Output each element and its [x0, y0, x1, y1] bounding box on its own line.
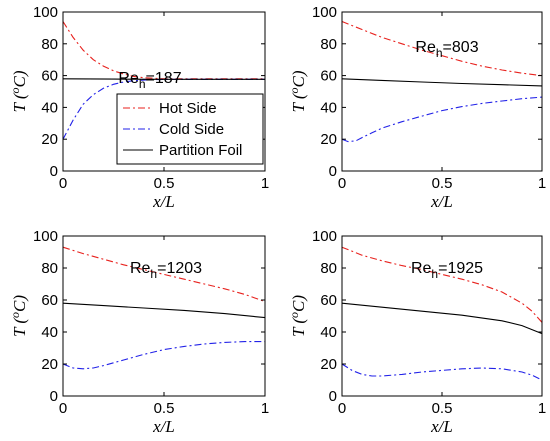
y-tick-label: 20: [320, 356, 337, 373]
legend: Hot Side Cold Side Partition Foil: [116, 93, 264, 165]
y-tick-label: 80: [320, 36, 337, 53]
y-axis-label: T (oC): [8, 70, 29, 112]
y-tick-label: 60: [41, 68, 58, 85]
series-line-hot-side: [62, 246, 266, 303]
y-tick-label: 60: [320, 68, 337, 85]
y-tick-label: 60: [320, 292, 337, 309]
x-tick-label: 0.5: [432, 175, 453, 192]
y-tick-label: 40: [41, 324, 58, 341]
reynolds-annotation: Reh=803: [415, 39, 478, 60]
chart-panel-4: 0 0.5 1 0 20 40 60 80 100 x/L T (oC) Reh=1925: [287, 228, 546, 436]
x-axis-label: x/L: [430, 417, 453, 436]
y-tick-label: 80: [320, 260, 337, 277]
chart-panel-3: 0 0.5 1 0 20 40 60 80 100 x/L T (oC) Reh=1203: [8, 228, 269, 436]
y-axis-label: T (oC): [287, 70, 308, 112]
legend-entry: Cold Side: [159, 121, 224, 138]
series-line-partition-foil: [62, 78, 265, 80]
y-tick-label: 80: [41, 36, 58, 53]
chart-panel-2: 0 0.5 1 0 20 40 60 80 100 x/L T (oC) Reh=803: [287, 4, 546, 211]
reynolds-annotation: Reh=187: [118, 70, 181, 91]
y-tick-label: 20: [41, 356, 58, 373]
plot-frame: [341, 11, 543, 172]
x-tick-label: 0.5: [154, 175, 175, 192]
legend-entry: Partition Foil: [159, 142, 242, 159]
x-tick-label: 1: [261, 175, 269, 192]
x-tick-label: 0: [338, 400, 346, 417]
reynolds-annotation: Reh=1203: [130, 260, 202, 281]
y-tick-label: 0: [50, 388, 58, 405]
x-tick-label: 0: [59, 175, 67, 192]
y-tick-label: 40: [320, 324, 337, 341]
x-tick-label: 1: [538, 175, 546, 192]
series-line-cold-side: [62, 341, 265, 370]
y-tick-label: 40: [320, 99, 337, 116]
y-axis-label: T (oC): [8, 295, 29, 337]
x-tick-label: 0: [59, 400, 67, 417]
legend-entry: Hot Side: [159, 100, 217, 117]
x-tick-label: 0.5: [432, 400, 453, 417]
x-axis-label: x/L: [152, 192, 175, 211]
series-line-hot-side: [341, 246, 543, 323]
y-tick-label: 100: [312, 4, 337, 21]
y-tick-label: 40: [41, 99, 58, 116]
series-line-partition-foil: [62, 302, 266, 319]
series-line-cold-side: [62, 78, 265, 140]
y-tick-label: 0: [329, 388, 337, 405]
y-tick-label: 0: [50, 163, 58, 180]
y-tick-label: 20: [320, 131, 337, 148]
x-tick-label: 1: [538, 400, 546, 417]
x-tick-label: 0.5: [154, 400, 175, 417]
reynolds-annotation: Reh=1925: [411, 260, 483, 281]
x-axis-label: x/L: [152, 417, 175, 436]
y-tick-label: 0: [329, 163, 337, 180]
y-tick-label: 20: [41, 131, 58, 148]
x-axis-label: x/L: [430, 192, 453, 211]
y-tick-label: 100: [33, 228, 58, 245]
y-tick-label: 80: [41, 260, 58, 277]
y-tick-label: 100: [33, 4, 58, 21]
series-line-cold-side: [341, 96, 543, 143]
series-line-cold-side: [341, 363, 543, 381]
series-line-hot-side: [341, 20, 543, 77]
series-line-partition-foil: [341, 302, 543, 335]
series-line-partition-foil: [341, 78, 543, 87]
x-tick-label: 0: [338, 175, 346, 192]
y-tick-label: 60: [41, 292, 58, 309]
y-tick-label: 100: [312, 228, 337, 245]
x-tick-label: 1: [261, 400, 269, 417]
y-axis-label: T (oC): [287, 295, 308, 337]
